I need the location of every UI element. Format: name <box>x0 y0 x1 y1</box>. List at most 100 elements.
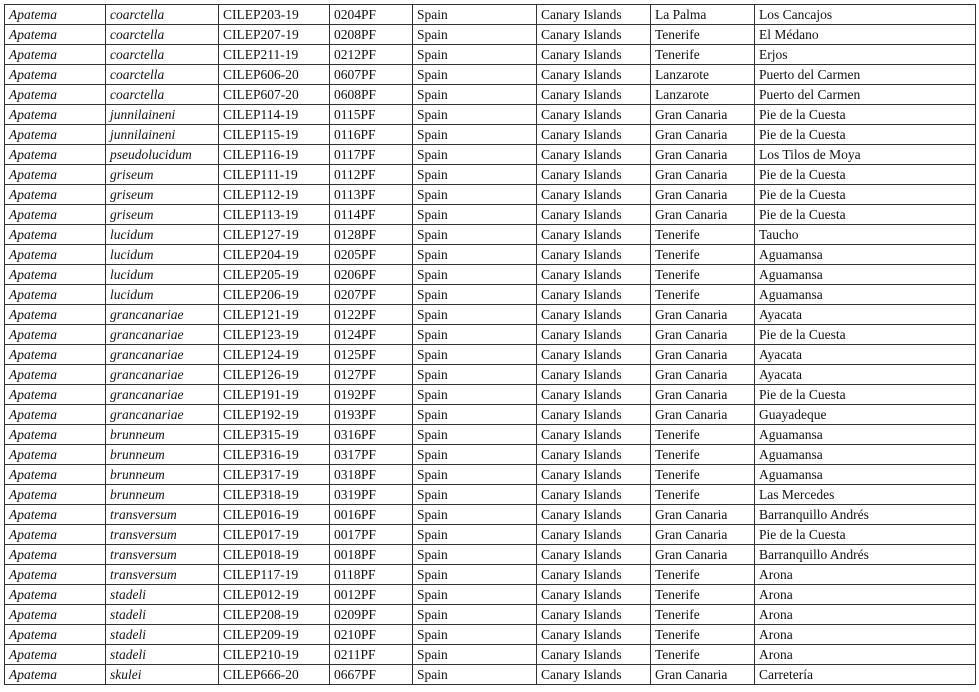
island: Tenerife <box>650 424 755 445</box>
specimen-id: CILEP112-19 <box>218 184 330 205</box>
table-row: Apatema griseum CILEP112-19 0113PF Spain Cana… <box>4 184 976 205</box>
genus: Apatema <box>4 424 106 445</box>
country: Spain <box>412 644 537 665</box>
locality: El Médano <box>754 24 976 45</box>
island: Gran Canaria <box>650 184 755 205</box>
country: Spain <box>412 324 537 345</box>
genus: Apatema <box>4 404 106 425</box>
locality: Ayacata <box>754 304 976 325</box>
species: brunneum <box>105 464 219 485</box>
island: Gran Canaria <box>650 104 755 125</box>
locality: Arona <box>754 624 976 645</box>
country: Spain <box>412 384 537 405</box>
locality: Aguamansa <box>754 244 976 265</box>
species: skulei <box>105 664 219 685</box>
locality: Carretería <box>754 664 976 685</box>
country: Spain <box>412 584 537 605</box>
locality: Arona <box>754 604 976 625</box>
island: Tenerife <box>650 24 755 45</box>
genus: Apatema <box>4 624 106 645</box>
country: Spain <box>412 184 537 205</box>
genus: Apatema <box>4 104 106 125</box>
table-row: Apatema pseudolucidum CILEP116-19 0117PF Spa… <box>4 144 976 165</box>
locality: Arona <box>754 564 976 585</box>
region: Canary Islands <box>536 44 651 65</box>
species: grancanariae <box>105 404 219 425</box>
locality: Taucho <box>754 224 976 245</box>
locality: Erjos <box>754 44 976 65</box>
species: junnilaineni <box>105 104 219 125</box>
country: Spain <box>412 4 537 25</box>
genus: Apatema <box>4 364 106 385</box>
table-row: Apatema griseum CILEP113-19 0114PF Spain Cana… <box>4 204 976 225</box>
table-row: Apatema stadeli CILEP209-19 0210PF Spain Cana… <box>4 624 976 645</box>
locality: Ayacata <box>754 364 976 385</box>
species: coarctella <box>105 24 219 45</box>
locality: Pie de la Cuesta <box>754 384 976 405</box>
species: brunneum <box>105 484 219 505</box>
species: lucidum <box>105 244 219 265</box>
species: brunneum <box>105 424 219 445</box>
country: Spain <box>412 364 537 385</box>
island: Gran Canaria <box>650 324 755 345</box>
sample-id: 0211PF <box>329 644 413 665</box>
locality: Los Cancajos <box>754 4 976 25</box>
genus: Apatema <box>4 504 106 525</box>
species: transversum <box>105 564 219 585</box>
species: stadeli <box>105 604 219 625</box>
species: transversum <box>105 544 219 565</box>
island: Tenerife <box>650 644 755 665</box>
island: Gran Canaria <box>650 124 755 145</box>
country: Spain <box>412 604 537 625</box>
species: griseum <box>105 184 219 205</box>
sample-id: 0012PF <box>329 584 413 605</box>
country: Spain <box>412 264 537 285</box>
island: Gran Canaria <box>650 664 755 685</box>
specimen-id: CILEP209-19 <box>218 624 330 645</box>
specimen-id: CILEP116-19 <box>218 144 330 165</box>
island: Lanzarote <box>650 64 755 85</box>
sample-id: 0206PF <box>329 264 413 285</box>
region: Canary Islands <box>536 624 651 645</box>
species: coarctella <box>105 64 219 85</box>
region: Canary Islands <box>536 84 651 105</box>
sample-id: 0667PF <box>329 664 413 685</box>
region: Canary Islands <box>536 264 651 285</box>
region: Canary Islands <box>536 504 651 525</box>
genus: Apatema <box>4 224 106 245</box>
specimen-id: CILEP317-19 <box>218 464 330 485</box>
region: Canary Islands <box>536 204 651 225</box>
table-row: Apatema junnilaineni CILEP115-19 0116PF Spai… <box>4 124 976 145</box>
island: Gran Canaria <box>650 344 755 365</box>
table-row: Apatema transversum CILEP016-19 0016PF Spain… <box>4 504 976 525</box>
country: Spain <box>412 284 537 305</box>
sample-id: 0317PF <box>329 444 413 465</box>
locality: Pie de la Cuesta <box>754 104 976 125</box>
region: Canary Islands <box>536 524 651 545</box>
specimen-id: CILEP606-20 <box>218 64 330 85</box>
specimen-id: CILEP017-19 <box>218 524 330 545</box>
species: stadeli <box>105 644 219 665</box>
species: grancanariae <box>105 364 219 385</box>
island: Tenerife <box>650 624 755 645</box>
sample-id: 0016PF <box>329 504 413 525</box>
region: Canary Islands <box>536 4 651 25</box>
sample-id: 0122PF <box>329 304 413 325</box>
table-row: Apatema grancanariae CILEP126-19 0127PF Spai… <box>4 364 976 385</box>
locality: Aguamansa <box>754 464 976 485</box>
island: Tenerife <box>650 584 755 605</box>
species: lucidum <box>105 284 219 305</box>
specimen-id: CILEP113-19 <box>218 204 330 225</box>
table-row: Apatema coarctella CILEP211-19 0212PF Spain C… <box>4 44 976 65</box>
country: Spain <box>412 464 537 485</box>
island: Gran Canaria <box>650 164 755 185</box>
locality: Barranquillo Andrés <box>754 544 976 565</box>
island: Tenerife <box>650 284 755 305</box>
table-row: Apatema brunneum CILEP317-19 0318PF Spain Can… <box>4 464 976 485</box>
region: Canary Islands <box>536 644 651 665</box>
locality: Pie de la Cuesta <box>754 124 976 145</box>
sample-id: 0608PF <box>329 84 413 105</box>
country: Spain <box>412 544 537 565</box>
sample-id: 0127PF <box>329 364 413 385</box>
sample-id: 0207PF <box>329 284 413 305</box>
